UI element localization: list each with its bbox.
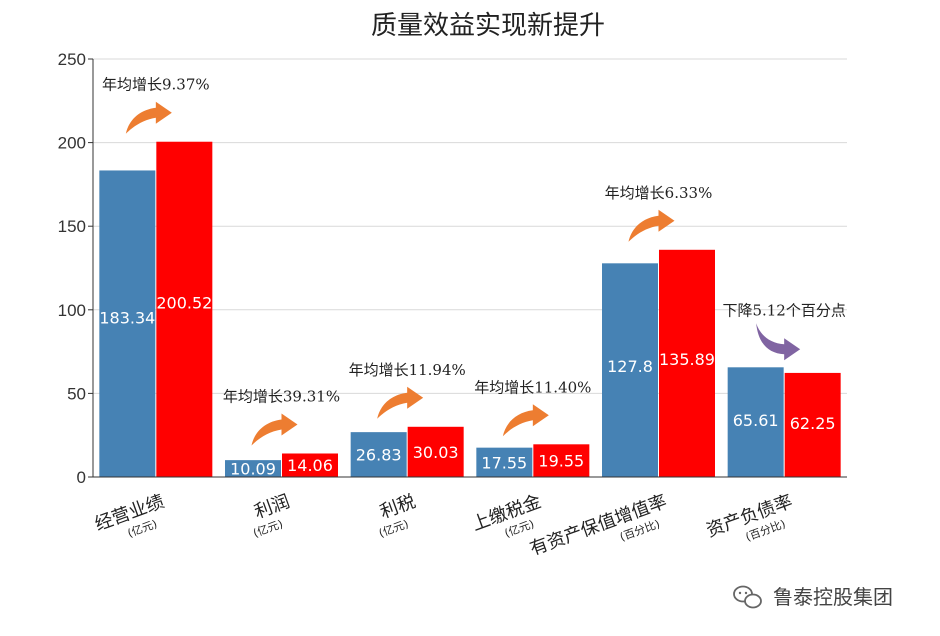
bar-value-label: 17.55 [481, 453, 527, 472]
watermark-text: 鲁泰控股集团 [773, 585, 893, 609]
bar [602, 263, 658, 477]
bar [282, 453, 338, 477]
bar [533, 444, 590, 477]
bar [727, 367, 784, 477]
bar-value-label: 30.03 [413, 443, 459, 462]
bar-value-label: 200.52 [156, 294, 212, 313]
bar-value-label: 135.89 [659, 350, 715, 369]
x-category: 有资产保值增值率(百分比) [527, 491, 669, 560]
y-tick-label: 250 [58, 50, 86, 69]
bar [659, 249, 715, 477]
bar [350, 432, 407, 477]
annotation-text: 年均增长39.31% [223, 387, 340, 405]
arrow-shape [125, 101, 172, 134]
bar-value-label: 14.06 [287, 456, 333, 475]
arrow-shape [502, 404, 549, 437]
bar-value-label: 183.34 [99, 309, 155, 328]
bar-value-label: 19.55 [538, 452, 584, 471]
chart-title: 质量效益实现新提升 [371, 11, 605, 41]
arrow-shape [628, 209, 675, 242]
arrow-shape [251, 413, 298, 446]
x-category-unit: (亿元) [377, 517, 410, 540]
annotation-text: 年均增长9.37% [102, 76, 210, 94]
bar [784, 372, 841, 477]
y-tick-label: 200 [58, 134, 86, 153]
x-category: 利润(亿元) [251, 491, 293, 540]
gridlines [93, 58, 847, 394]
x-category: 经营业绩(亿元) [92, 491, 167, 540]
growth-arrow-icon [377, 386, 424, 419]
arrow-shape [756, 323, 801, 361]
y-tick-label: 50 [67, 384, 86, 403]
y-axis: 0 50 100 150 200 250 [58, 50, 94, 487]
bar [99, 170, 156, 478]
x-category: 利税(亿元) [377, 491, 418, 540]
annotation-text: 年均增长11.94% [349, 361, 466, 379]
bar-value-label: 10.09 [230, 460, 276, 479]
bar-value-label: 127.8 [607, 357, 653, 376]
annotation-text: 下降5.12个百分点 [722, 301, 845, 319]
y-tick-label: 100 [58, 301, 86, 320]
y-tick-label: 0 [77, 468, 86, 487]
annotation-text: 年均增长6.33% [605, 184, 713, 202]
growth-arrow-icon [502, 404, 549, 437]
y-tick-label: 150 [58, 217, 86, 236]
bar-value-label: 65.61 [733, 411, 779, 430]
wechat-icon [733, 585, 762, 609]
x-category: 资产负债率(百分比) [704, 491, 796, 544]
x-axis: 经营业绩(亿元)利润(亿元)利税(亿元) 上缴税金(亿元)有资产保值增值率(百分比… [92, 476, 847, 560]
bar [225, 460, 281, 477]
bar [476, 447, 533, 477]
arrow-shape [377, 386, 424, 419]
annotation-text: 年均增长11.40% [474, 378, 591, 396]
x-category-label: 利税 [377, 491, 418, 523]
growth-arrow-icon [628, 209, 675, 242]
x-category-unit: (亿元) [251, 517, 284, 540]
watermark: 鲁泰控股集团 [733, 585, 893, 609]
bar [156, 141, 213, 477]
bar-value-label: 62.25 [790, 414, 836, 433]
annotations: 年均增长9.37% 年均增长39.31% 年均增长11.94% 年均增长11.40% 年… [102, 76, 846, 446]
decline-arrow-icon [756, 323, 801, 361]
x-category-label: 利润 [252, 491, 293, 523]
bar [407, 426, 464, 477]
growth-arrow-icon [251, 413, 298, 446]
growth-arrow-icon [125, 101, 172, 134]
bar-value-label: 26.83 [356, 446, 402, 465]
